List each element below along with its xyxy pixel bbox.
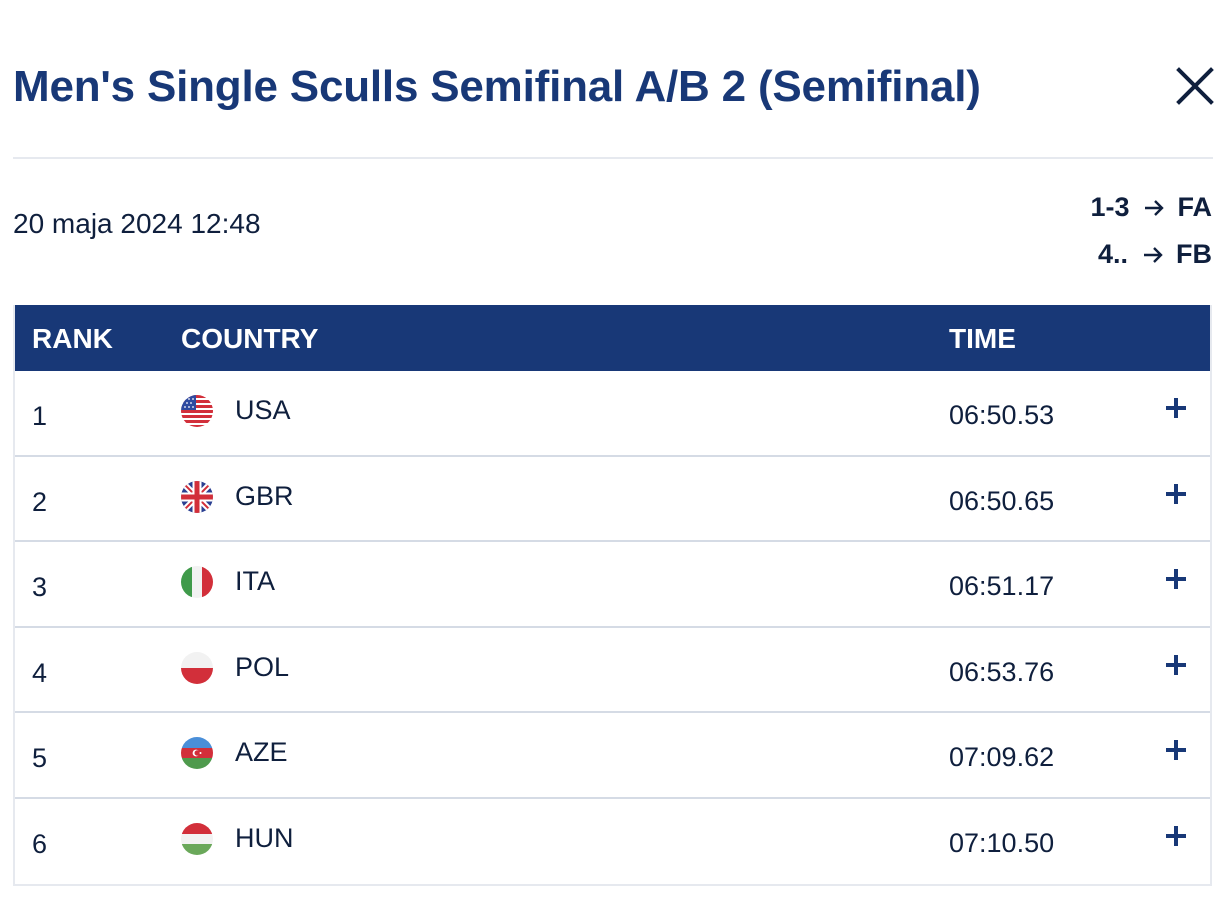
aze-flag-icon [181,737,213,769]
time-cell: 07:10.50 [949,827,1055,858]
table-row[interactable]: 6 HUN 07:10.50 [15,799,1210,885]
close-icon [1176,67,1214,105]
progression-range: 4.. [1097,239,1128,269]
close-button[interactable] [1175,66,1215,106]
rank-cell: 6 [32,828,48,859]
hun-flag-icon [181,822,213,855]
page-title: Men's Single Sculls Semifinal A/B 2 (Sem… [13,62,981,111]
progression-range: 1-3 [1090,192,1130,222]
arrow-right-icon [1145,199,1165,216]
progression-rule: 1-3 FA [1090,184,1212,231]
rank-cell: 5 [32,743,48,773]
country-column-header: COUNTRY [181,323,319,354]
rank-cell: 3 [32,572,48,602]
country-cell: POL [235,651,290,682]
table-header: RANK COUNTRY TIME [15,305,1210,371]
time-cell: 07:09.62 [949,742,1055,772]
time-cell: 06:53.76 [949,656,1055,687]
time-cell: 06:50.53 [949,400,1055,430]
country-cell: AZE [235,737,288,767]
time-column-header: TIME [949,323,1016,354]
rank-column-header: RANK [32,323,113,354]
time-cell: 06:50.65 [949,485,1055,516]
rank-cell: 2 [32,486,48,517]
usa-flag-icon [181,395,213,427]
country-cell: HUN [235,822,294,853]
expand-row-button[interactable] [1165,739,1187,761]
expand-row-button[interactable] [1165,568,1187,590]
arrow-right-icon [1144,246,1163,263]
time-cell: 06:51.17 [949,571,1055,601]
expand-row-button[interactable] [1165,397,1187,419]
gbr-flag-icon [181,480,213,513]
race-date: 20 maja 2024 12:48 [13,208,261,239]
expand-row-button[interactable] [1165,483,1187,505]
progression-rules: 1-3 FA 4.. FB [1090,184,1212,278]
progression-target: FA [1177,192,1212,222]
rank-cell: 4 [32,657,48,688]
ita-flag-icon [181,566,213,598]
results-table: RANK COUNTRY TIME 1 USA 06:50.53 [13,305,1212,886]
progression-target: FB [1176,239,1212,269]
table-row[interactable]: 1 USA 06:50.53 [15,371,1210,457]
modal-header: Men's Single Sculls Semifinal A/B 2 (Sem… [13,0,1215,159]
country-cell: USA [235,395,291,425]
expand-row-button[interactable] [1165,654,1187,676]
table-row[interactable]: 4 POL 06:53.76 [15,628,1210,713]
table-row[interactable]: 5 AZE 07:09.62 [15,713,1210,799]
table-row[interactable]: 2 GBR 06:50.65 [15,457,1210,542]
progression-rule: 4.. FB [1090,231,1212,278]
expand-row-button[interactable] [1165,825,1187,847]
table-row[interactable]: 3 ITA 06:51.17 [15,542,1210,628]
pol-flag-icon [181,651,213,684]
country-cell: ITA [235,566,275,596]
country-cell: GBR [235,480,294,511]
rank-cell: 1 [32,401,48,431]
